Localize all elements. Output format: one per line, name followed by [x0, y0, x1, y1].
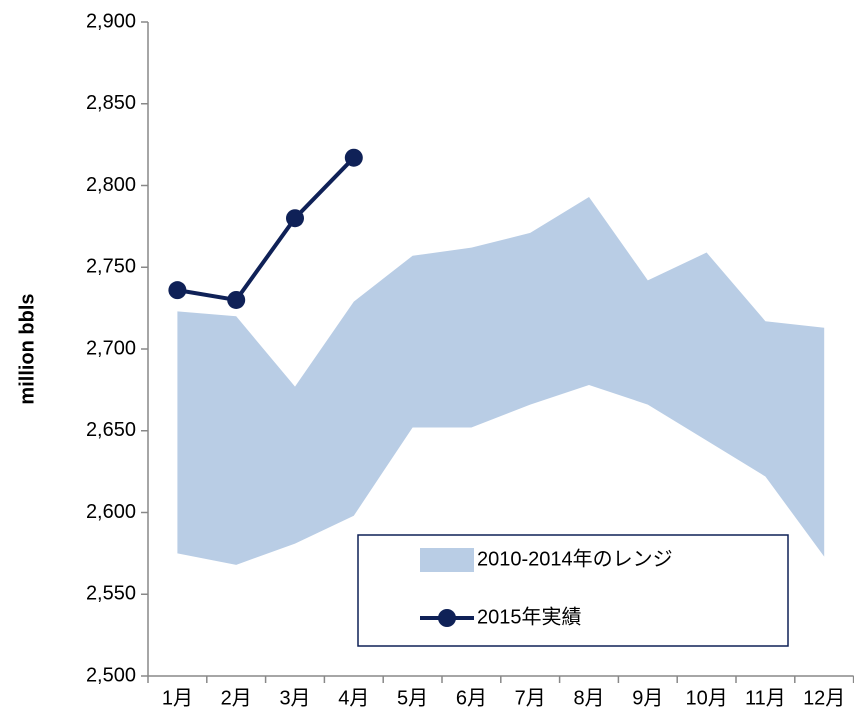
x-tick-label: 9月 [632, 687, 663, 709]
marker [168, 281, 187, 300]
legend-label: 2010-2014年のレンジ [477, 547, 673, 570]
x-tick-label: 6月 [456, 687, 487, 709]
y-tick-label: 2,750 [86, 256, 136, 278]
x-tick-label: 11月 [745, 687, 786, 709]
y-tick-label: 2,800 [86, 174, 136, 196]
x-tick-label: 7月 [515, 687, 546, 709]
x-tick-label: 3月 [279, 687, 310, 709]
y-tick-label: 2,850 [86, 92, 136, 114]
x-tick-label: 10月 [685, 687, 727, 709]
marker [286, 209, 304, 228]
x-tick-label: 1月 [162, 687, 193, 709]
y-tick-label: 2,700 [86, 337, 136, 359]
x-tick-label: 4月 [338, 687, 369, 709]
y-tick-label: 2,650 [86, 419, 136, 441]
marker [227, 290, 246, 309]
legend-marker [438, 609, 456, 627]
legend-label: 2015年実績 [477, 605, 582, 628]
marker [344, 148, 363, 167]
y-tick-label: 2,550 [86, 583, 136, 605]
x-tick-label: 8月 [573, 687, 604, 709]
y-axis-label: million bbls [16, 293, 38, 404]
legend: 2010-2014年のレンジ 2015年実績 [357, 534, 789, 647]
y-tick-label: 2,600 [86, 501, 136, 523]
x-tick-label: 2月 [221, 687, 252, 709]
x-tick-label: 12月 [803, 687, 845, 709]
range-area [177, 196, 825, 565]
legend-swatch [420, 548, 474, 572]
y-tick-label: 2,500 [86, 664, 136, 686]
line [177, 156, 356, 303]
x-tick-label: 5月 [397, 687, 428, 709]
y-tick-label: 2,900 [86, 10, 136, 32]
